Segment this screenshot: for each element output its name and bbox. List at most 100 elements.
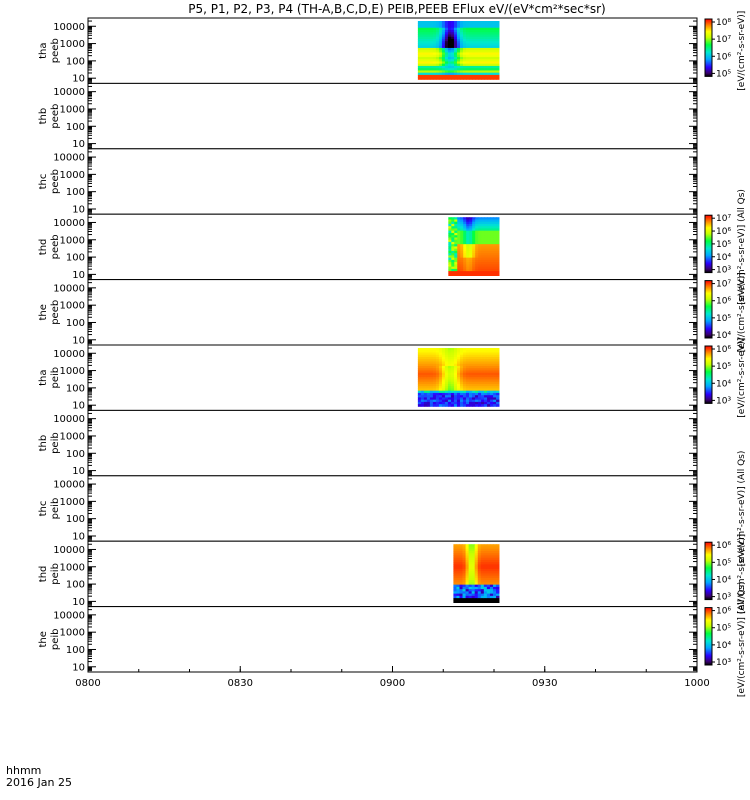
spectrogram-cell [448,262,452,265]
spectrogram-cell [489,593,494,597]
spectrogram-cell [489,566,494,570]
spectrogram-cell [466,266,470,270]
spectrogram-cell [496,390,500,394]
spectrogram-cell [469,377,473,380]
spectrogram-cell [487,226,491,229]
spectrogram-cell [478,29,482,33]
spectrogram-cell [460,271,464,274]
spectrogram-cell [447,36,452,40]
spectrogram-cell [487,374,491,378]
spectrogram-cell [441,50,446,53]
spectrogram-cell [484,395,488,398]
spectrogram-cell [484,363,488,367]
spectrogram-cell [478,54,482,58]
spectrogram-cell [454,241,458,245]
spectrogram-cell [478,365,482,369]
spectrogram-cell [453,392,458,396]
spectrogram-cell [469,29,473,33]
spectrogram-cell [456,580,460,583]
spectrogram-cell [493,45,497,49]
spectrogram-cell [493,235,497,238]
spectrogram-cell [493,34,497,38]
spectrogram-cell [492,586,497,590]
spectrogram-cell [478,271,482,274]
spectrogram-cell [453,74,458,78]
spectrogram-cell [465,392,470,396]
spectrogram-cell [423,388,428,392]
spectrogram-cell [486,550,491,554]
spectrogram-cell [496,370,500,374]
spectrogram-cell [478,34,482,38]
spectrogram-cell [490,61,494,65]
spectrogram-cell [492,553,497,556]
spectrogram-cell [490,266,494,270]
spectrogram-cell [456,401,461,405]
spectrogram-cell [417,74,422,78]
spectrogram-cell [462,29,467,33]
spectrogram-cell [477,557,482,561]
spectrogram-cell [438,381,443,385]
spectrogram-cell [420,383,425,387]
spectrogram-cell [454,250,458,254]
spectrogram-cell [477,544,482,547]
spectrogram-cell [462,559,466,563]
spectrogram-cell [477,586,482,590]
spectrogram-cell [472,232,476,236]
spectrogram-cell [447,370,452,374]
spectrogram-cell [432,350,437,353]
spectrogram-cell [441,77,446,80]
spectrogram-cell [447,63,452,67]
spectrogram-cell [441,368,446,371]
spectrogram-cell [496,546,500,550]
spectrogram-cell [456,32,461,35]
spectrogram-cell [462,372,467,376]
spectrogram-cell [487,230,491,234]
colorbar-gradient [704,607,713,666]
spectrogram-cell [490,401,494,405]
spectrogram-cell [465,50,470,53]
spectrogram-cell [417,397,422,401]
spectrogram-cell [459,553,463,556]
spectrogram-cell [448,219,452,223]
spectrogram-cell [435,381,440,385]
spectrogram-cell [478,228,482,232]
spectrogram-cell [453,27,458,31]
spectrogram-cell [420,21,425,24]
spectrogram-cell [469,32,473,35]
y-tick-label: 10 [72,597,85,608]
panel-label-product: peeb [50,300,61,325]
spectrogram-cell [438,72,443,76]
spectrogram-cell [493,74,497,78]
spectrogram-cell [496,250,500,254]
spectrogram-cell [469,372,473,376]
spectrogram-cell [489,544,494,547]
spectrogram-cell [465,386,470,389]
spectrogram-cell [465,401,470,405]
spectrogram-cell [487,38,491,42]
spectrogram-cell [460,268,464,272]
spectrogram-cell [453,65,458,69]
spectrogram-cell [456,72,461,76]
spectrogram-cell [444,399,449,403]
spectrogram-cell [459,557,463,561]
spectrogram-cell [447,377,452,380]
spectrogram-cell [462,23,467,26]
spectrogram-cell [426,72,431,76]
spectrogram-cell [472,348,476,351]
spectrogram-cell [417,29,422,33]
spectrogram-cell [493,21,497,24]
spectrogram-cell [490,374,494,378]
spectrogram-cell [429,50,434,53]
spectrogram-cell [478,363,482,367]
spectrogram-cell [483,593,488,597]
spectrogram-cell [463,246,467,250]
spectrogram-cell [496,45,500,49]
spectrogram-cell [429,379,434,383]
spectrogram-cell [478,255,482,259]
spectrogram-cell [471,575,476,579]
spectrogram-cell [475,401,479,405]
spectrogram-cell [465,568,470,572]
spectrogram-cell [472,45,476,49]
spectrogram-cell [469,271,473,274]
